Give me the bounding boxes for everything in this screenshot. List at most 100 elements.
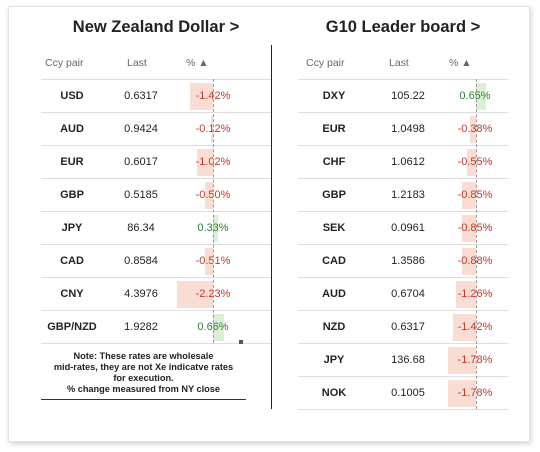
change-bar <box>190 83 213 110</box>
col-header-last[interactable]: Last <box>389 57 409 69</box>
table-row[interactable]: JPY 136.68 -1.78% <box>298 343 508 376</box>
ccy-pair: NOK <box>321 387 347 399</box>
change-bar <box>205 182 213 209</box>
last-rate: 136.68 <box>391 354 425 366</box>
table-row[interactable]: NZD 0.6317 -1.42% <box>298 310 508 343</box>
ccy-pair: GBP/NZD <box>47 321 97 333</box>
pct-change: -1.42% <box>195 90 231 102</box>
table-row[interactable]: CNY 4.3976 -2.23% <box>41 277 271 310</box>
pct-change: -0.51% <box>195 255 231 267</box>
note-line: % change measured from NY close <box>66 384 220 394</box>
change-bar <box>204 248 213 275</box>
col-header-last[interactable]: Last <box>127 57 147 69</box>
last-rate: 0.1005 <box>391 387 425 399</box>
zero-line <box>476 79 477 409</box>
pct-change: -0.12% <box>195 123 231 135</box>
table-row[interactable]: DXY 105.22 0.65% <box>298 79 508 112</box>
change-bar <box>455 281 476 308</box>
last-rate: 0.9424 <box>124 123 158 135</box>
change-bar <box>476 83 487 110</box>
pct-change: -1.42% <box>457 321 493 333</box>
pct-change: -0.50% <box>195 189 231 201</box>
last-rate: 0.6017 <box>124 156 158 168</box>
change-bar <box>447 380 476 407</box>
col-header-pair[interactable]: Ccy pair <box>45 57 84 69</box>
pct-change: 0.66% <box>197 321 229 333</box>
change-bar <box>467 149 476 176</box>
change-bar <box>447 347 476 374</box>
pct-change: 0.33% <box>197 222 229 234</box>
nzd-table-header: Ccy pair Last % ▲ <box>41 57 271 77</box>
ccy-pair: CHF <box>322 156 346 168</box>
change-bar <box>177 281 213 308</box>
last-rate: 1.0498 <box>391 123 425 135</box>
table-row[interactable]: CHF 1.0612 -0.55% <box>298 145 508 178</box>
last-rate: 0.6317 <box>124 90 158 102</box>
table-row[interactable]: CAD 0.8584 -0.51% <box>41 244 271 277</box>
ccy-pair: DXY <box>322 90 346 102</box>
ccy-pair: JPY <box>61 222 83 234</box>
change-bar <box>213 215 219 242</box>
table-row[interactable]: NOK 0.1005 -1.78% <box>298 376 508 409</box>
table-row[interactable]: EUR 0.6017 -1.02% <box>41 145 271 178</box>
table-row[interactable]: AUD 0.9424 -0.12% <box>41 112 271 145</box>
table-row[interactable]: CAD 1.3586 -0.88% <box>298 244 508 277</box>
table-row[interactable]: SEK 0.0961 -0.85% <box>298 211 508 244</box>
table-row[interactable]: JPY 86.34 0.33% <box>41 211 271 244</box>
last-rate: 1.0612 <box>391 156 425 168</box>
nzd-panel-title[interactable]: New Zealand Dollar > <box>72 18 240 36</box>
table-row[interactable]: EUR 1.0498 -0.38% <box>298 112 508 145</box>
pct-change: -2.23% <box>195 288 231 300</box>
pct-change: -0.38% <box>457 123 493 135</box>
table-row[interactable]: GBP 1.2183 -0.85% <box>298 178 508 211</box>
rates-card: New Zealand Dollar > Ccy pair Last % ▲ U… <box>8 6 530 442</box>
change-bar <box>469 116 476 143</box>
table-row[interactable]: GBP/NZD 1.9282 0.66% <box>41 310 271 343</box>
pct-change: -1.78% <box>457 387 493 399</box>
table-row[interactable]: AUD 0.6704 -1.26% <box>298 277 508 310</box>
last-rate: 0.6317 <box>391 321 425 333</box>
g10-rows: DXY 105.22 0.65% EUR 1.0498 -0.38% CHF 1.0612 -0… <box>298 79 508 410</box>
resize-corner-icon <box>239 340 243 344</box>
table-row[interactable]: USD 0.6317 -1.42% <box>41 79 271 112</box>
ccy-pair: NZD <box>322 321 346 333</box>
ccy-pair: GBP <box>322 189 346 201</box>
change-bar <box>211 116 213 143</box>
last-rate: 1.9282 <box>124 321 158 333</box>
ccy-pair: JPY <box>323 354 345 366</box>
col-header-pct[interactable]: % ▲ <box>186 57 209 69</box>
pct-change: -1.02% <box>195 156 231 168</box>
ccy-pair: AUD <box>60 123 84 135</box>
col-header-pct[interactable]: % ▲ <box>449 57 472 69</box>
last-rate: 0.0961 <box>391 222 425 234</box>
pct-change: 0.65% <box>459 90 491 102</box>
ccy-pair: USD <box>60 90 84 102</box>
col-header-pair[interactable]: Ccy pair <box>306 57 345 69</box>
nzd-rows: USD 0.6317 -1.42% AUD 0.9424 -0.12% EUR 0.6017 -… <box>41 79 271 344</box>
pct-change: -0.88% <box>457 255 493 267</box>
change-bar <box>453 314 476 341</box>
change-bar <box>196 149 213 176</box>
rates-note: Note: These rates are wholesale mid-rate… <box>41 351 246 400</box>
table-bottom-rule <box>41 343 271 344</box>
ccy-pair: CAD <box>60 255 84 267</box>
pct-change: -0.55% <box>457 156 493 168</box>
change-bar <box>461 248 476 275</box>
last-rate: 1.3586 <box>391 255 425 267</box>
g10-panel-title[interactable]: G10 Leader board > <box>325 18 481 36</box>
ccy-pair: EUR <box>322 123 346 135</box>
note-line: Note: These rates are wholesale <box>73 351 214 361</box>
table-row[interactable]: GBP 0.5185 -0.50% <box>41 178 271 211</box>
ccy-pair: GBP <box>60 189 84 201</box>
last-rate: 0.8584 <box>124 255 158 267</box>
last-rate: 4.3976 <box>124 288 158 300</box>
note-line: for execution. <box>113 373 174 383</box>
zero-line <box>213 79 214 343</box>
ccy-pair: CNY <box>60 288 84 300</box>
pct-change: -1.26% <box>457 288 493 300</box>
ccy-pair: SEK <box>322 222 346 234</box>
change-bar <box>213 314 224 341</box>
panel-divider <box>271 45 272 409</box>
change-bar <box>462 215 476 242</box>
note-line: mid-rates, they are not Xe indicatve rat… <box>53 362 234 372</box>
